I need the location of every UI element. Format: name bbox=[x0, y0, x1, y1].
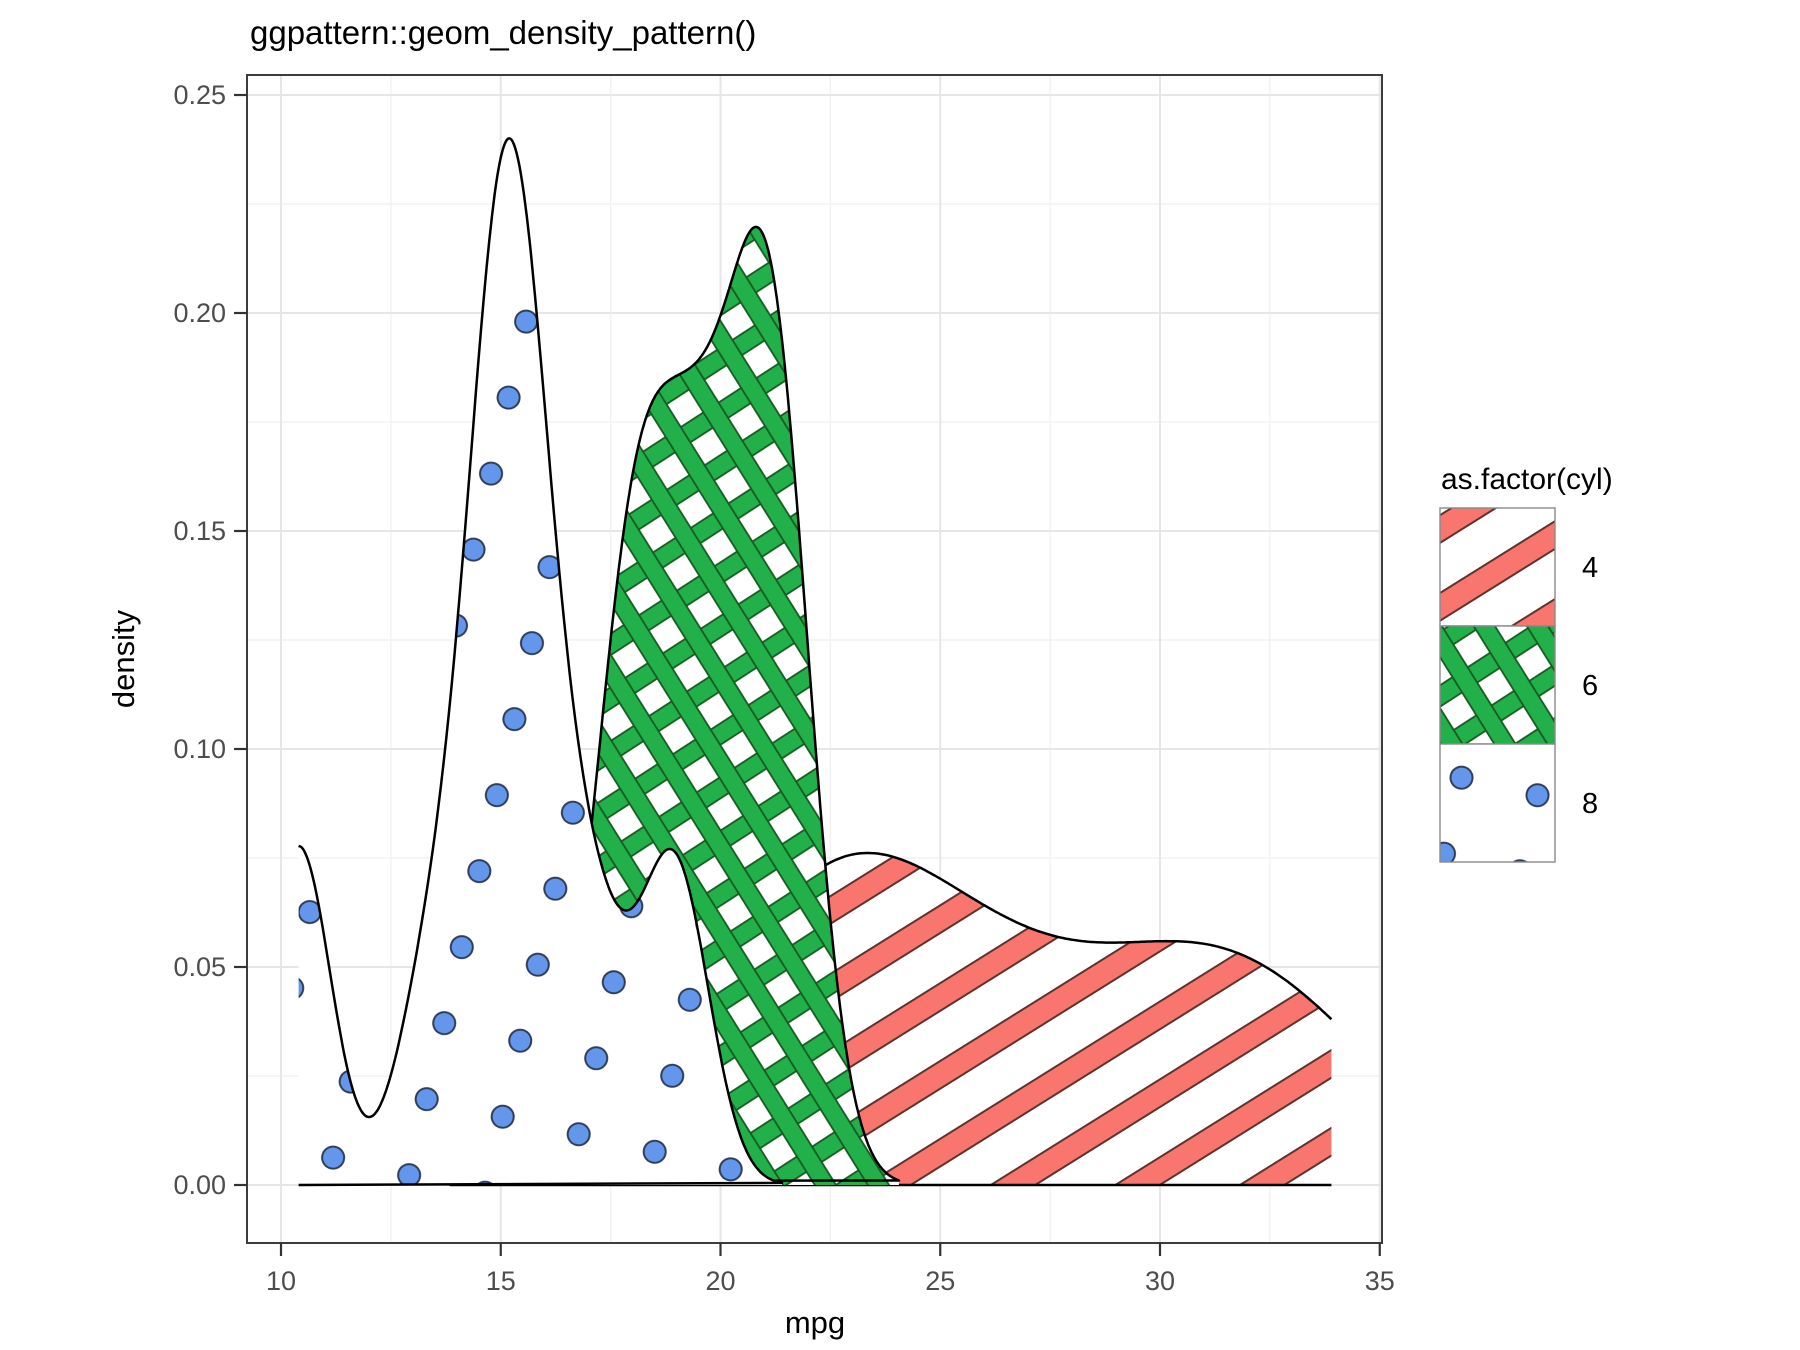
x-tick-label: 35 bbox=[1365, 1266, 1395, 1296]
plot-title: ggpattern::geom_density_pattern() bbox=[250, 14, 756, 51]
legend-key-8-border bbox=[1439, 743, 1556, 863]
panel-border bbox=[246, 74, 1383, 1244]
density-areas bbox=[298, 137, 1333, 1187]
legend-label-8: 8 bbox=[1582, 788, 1598, 820]
x-tick-label: 30 bbox=[1145, 1266, 1175, 1296]
axis-ticks bbox=[234, 93, 1381, 1256]
y-tick-label: 0.20 bbox=[173, 298, 226, 328]
y-tick-label: 0.05 bbox=[173, 952, 226, 982]
legend-title: as.factor(cyl) bbox=[1441, 463, 1613, 496]
density-area-cyl8-pattern bbox=[298, 138, 782, 1186]
x-tick-label: 20 bbox=[705, 1266, 735, 1296]
x-tick-labels: 10 15 20 25 30 35 bbox=[266, 1266, 1395, 1296]
y-tick-label: 0.00 bbox=[173, 1170, 226, 1200]
x-tick-label: 10 bbox=[266, 1266, 296, 1296]
legend-key-4 bbox=[1439, 507, 1556, 627]
legend-key-6 bbox=[1439, 625, 1556, 745]
y-axis-label: density bbox=[106, 609, 141, 708]
y-tick-label: 0.25 bbox=[173, 80, 226, 110]
x-axis-label: mpg bbox=[785, 1305, 845, 1340]
density-outline-cyl8 bbox=[298, 137, 784, 1187]
x-tick-label: 15 bbox=[486, 1266, 516, 1296]
legend-label-6: 6 bbox=[1582, 670, 1598, 702]
x-tick-label: 25 bbox=[925, 1266, 955, 1296]
density-area-cyl8 bbox=[298, 137, 784, 1187]
y-tick-labels: 0.00 0.05 0.10 0.15 0.20 0.25 bbox=[173, 80, 226, 1200]
y-tick-label: 0.15 bbox=[173, 516, 226, 546]
legend-label-4: 4 bbox=[1582, 552, 1598, 584]
legend-key-4-pattern bbox=[1440, 508, 1555, 626]
legend-key-8-pattern bbox=[1440, 744, 1555, 862]
y-tick-label: 0.10 bbox=[173, 734, 226, 764]
legend-key-8 bbox=[1439, 743, 1556, 863]
legend: as.factor(cyl) 4 6 8 bbox=[1439, 463, 1613, 863]
legend-key-6-pattern-b bbox=[1440, 626, 1555, 744]
